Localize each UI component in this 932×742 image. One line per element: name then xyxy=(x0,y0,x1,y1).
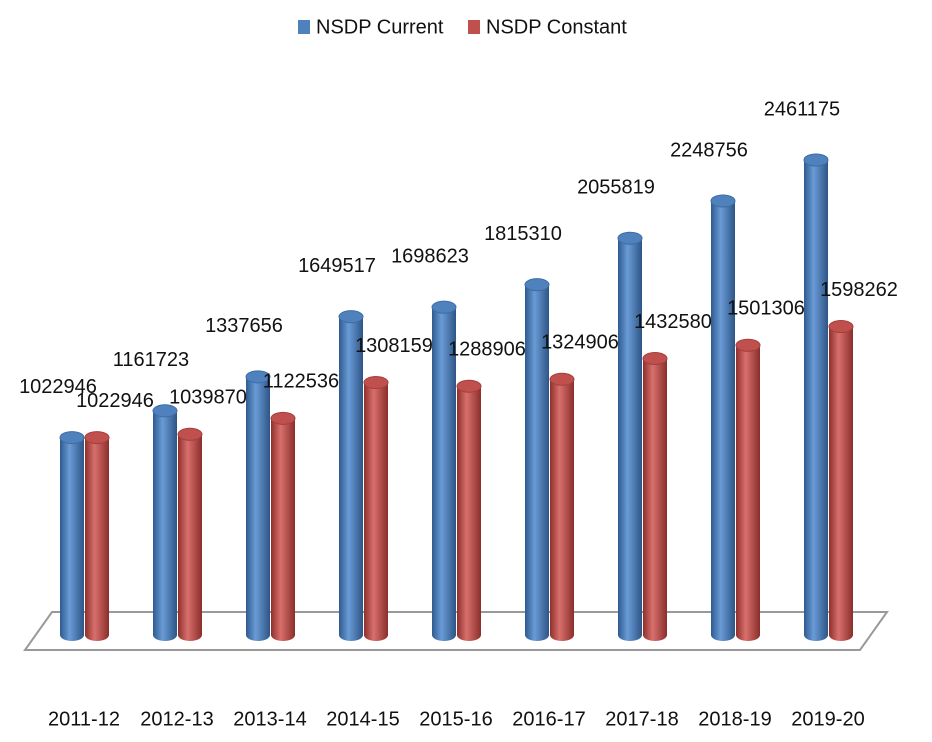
data-label: 1039870 xyxy=(169,387,247,409)
data-label: 1324906 xyxy=(541,332,619,354)
bar-top xyxy=(152,404,178,418)
x-tick-label: 2017-18 xyxy=(605,708,678,730)
bar-top xyxy=(338,310,364,324)
legend-swatch xyxy=(298,20,310,34)
bar xyxy=(432,307,456,635)
bar-top xyxy=(549,372,575,386)
data-label: 1122536 xyxy=(263,371,339,393)
bar-top xyxy=(270,411,296,425)
bar xyxy=(711,200,735,635)
data-label: 2461175 xyxy=(764,98,840,120)
bar xyxy=(178,434,202,635)
bar xyxy=(736,345,760,635)
legend-swatch xyxy=(468,20,480,34)
bar-top xyxy=(710,194,736,208)
bar xyxy=(550,379,574,635)
bar-top xyxy=(177,427,203,441)
x-tick-label: 2016-17 xyxy=(512,708,585,730)
bar-top xyxy=(363,376,389,390)
data-label: 1022946 xyxy=(19,376,97,398)
bar-top xyxy=(803,153,829,167)
legend-label: NSDP Constant xyxy=(486,16,627,38)
bar xyxy=(60,437,84,635)
legend-label: NSDP Current xyxy=(316,16,444,38)
bar xyxy=(271,418,295,635)
data-label: 1501306 xyxy=(727,298,805,320)
data-label: 1598262 xyxy=(820,279,898,301)
bar xyxy=(643,358,667,635)
data-label: 1022946 xyxy=(76,390,154,412)
bar xyxy=(339,316,363,635)
data-label: 2248756 xyxy=(670,139,748,161)
x-tick-label: 2014-15 xyxy=(326,708,399,730)
bar-top xyxy=(642,352,668,366)
data-label: 1337656 xyxy=(205,315,283,337)
bar-top xyxy=(617,231,643,245)
data-label: 1432580 xyxy=(634,311,712,333)
data-label: 1649517 xyxy=(298,255,376,277)
bar xyxy=(85,437,109,635)
x-tick-label: 2018-19 xyxy=(698,708,771,730)
bar-top xyxy=(245,370,271,384)
bar xyxy=(525,284,549,635)
x-tick-label: 2012-13 xyxy=(140,708,213,730)
x-tick-label: 2015-16 xyxy=(419,708,492,730)
bar xyxy=(457,386,481,635)
x-tick-label: 2011-12 xyxy=(48,708,120,730)
bar xyxy=(364,382,388,635)
data-label: 1161723 xyxy=(113,349,189,371)
bar-top xyxy=(84,431,110,445)
bar-top xyxy=(524,278,550,292)
bar-top xyxy=(735,338,761,352)
bar xyxy=(246,376,270,635)
data-label: 1698623 xyxy=(391,245,469,267)
data-label: 1288906 xyxy=(448,339,526,361)
bar-top xyxy=(456,379,482,393)
bar xyxy=(829,326,853,635)
x-tick-label: 2013-14 xyxy=(233,708,306,730)
bar xyxy=(618,238,642,635)
data-label: 2055819 xyxy=(577,177,655,199)
bar-top xyxy=(431,300,457,314)
bar-top xyxy=(828,320,854,334)
x-tick-label: 2019-20 xyxy=(791,708,864,730)
data-label: 1308159 xyxy=(355,335,433,357)
data-label: 1815310 xyxy=(484,223,562,245)
bar xyxy=(804,160,828,635)
bar xyxy=(153,410,177,635)
bar-top xyxy=(59,431,85,445)
